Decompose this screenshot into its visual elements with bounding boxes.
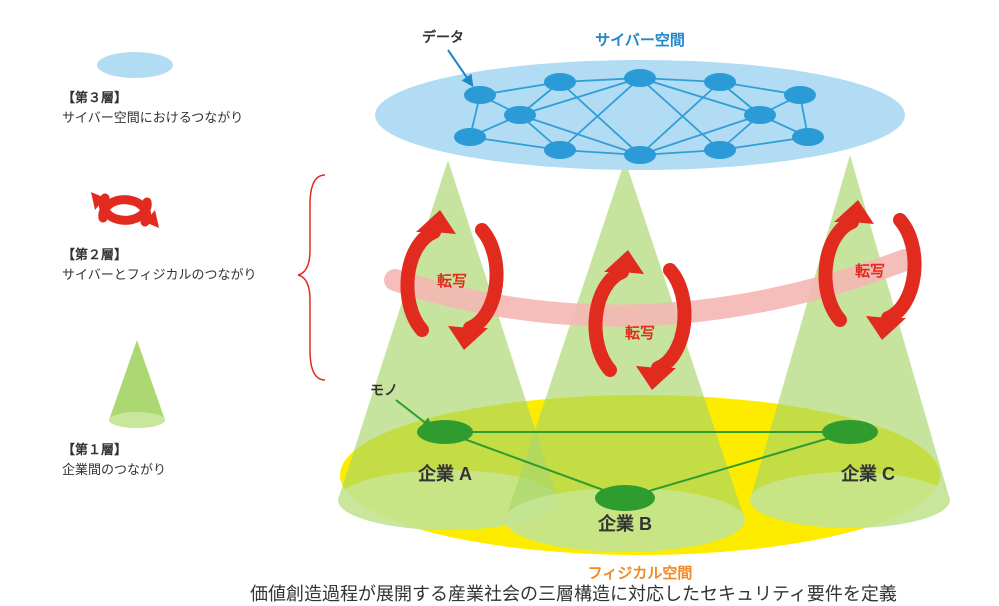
cyber-node	[544, 141, 576, 159]
company-c-label: 企業 C	[840, 463, 895, 484]
brace-icon	[298, 175, 325, 380]
legend-l1: 【第１層】 企業間のつながり	[62, 440, 166, 479]
company-c-node	[822, 420, 878, 444]
cyber-node	[792, 128, 824, 146]
legend-l2-cycle-icon	[91, 192, 159, 228]
legend-l1-cone-icon	[109, 340, 165, 428]
legend-l3-title: 【第３層】	[62, 88, 243, 108]
company-b-node	[595, 485, 655, 511]
transfer-label-a: 転写	[437, 273, 467, 290]
legend-l1-title: 【第１層】	[62, 440, 166, 460]
mono-label: モノ	[370, 382, 398, 398]
legend-l2: 【第２層】 サイバーとフィジカルのつながり	[62, 245, 256, 284]
cyber-node	[784, 86, 816, 104]
legend-l3: 【第３層】 サイバー空間におけるつながり	[62, 88, 243, 127]
legend-l3-desc: サイバー空間におけるつながり	[62, 108, 243, 128]
cyber-node	[704, 73, 736, 91]
company-a-label: 企業 A	[417, 463, 472, 484]
cyber-node	[544, 73, 576, 91]
transfer-label-c: 転写	[855, 263, 885, 280]
company-b-label: 企業 B	[597, 513, 652, 534]
caption-text: 価値創造過程が展開する産業社会の三層構造に対応したセキュリティ要件を定義	[250, 580, 897, 606]
cyber-node	[704, 141, 736, 159]
data-label: データ	[422, 29, 464, 45]
cyber-space-label: サイバー空間	[595, 31, 685, 49]
cyber-node	[744, 106, 776, 124]
cyber-node	[454, 128, 486, 146]
cyber-node	[624, 146, 656, 164]
transfer-label-b: 転写	[625, 325, 655, 342]
cyber-node	[464, 86, 496, 104]
legend-l2-desc: サイバーとフィジカルのつながり	[62, 265, 256, 285]
cyber-node	[624, 69, 656, 87]
legend-l2-title: 【第２層】	[62, 245, 256, 265]
diagram-stage: サイバー空間 フィジカル空間 データ モノ 企業 A 企業 B 企業 C 転写 …	[0, 0, 999, 606]
legend-l3-ellipse	[97, 52, 173, 78]
legend-l1-desc: 企業間のつながり	[62, 460, 166, 480]
cyber-node	[504, 106, 536, 124]
